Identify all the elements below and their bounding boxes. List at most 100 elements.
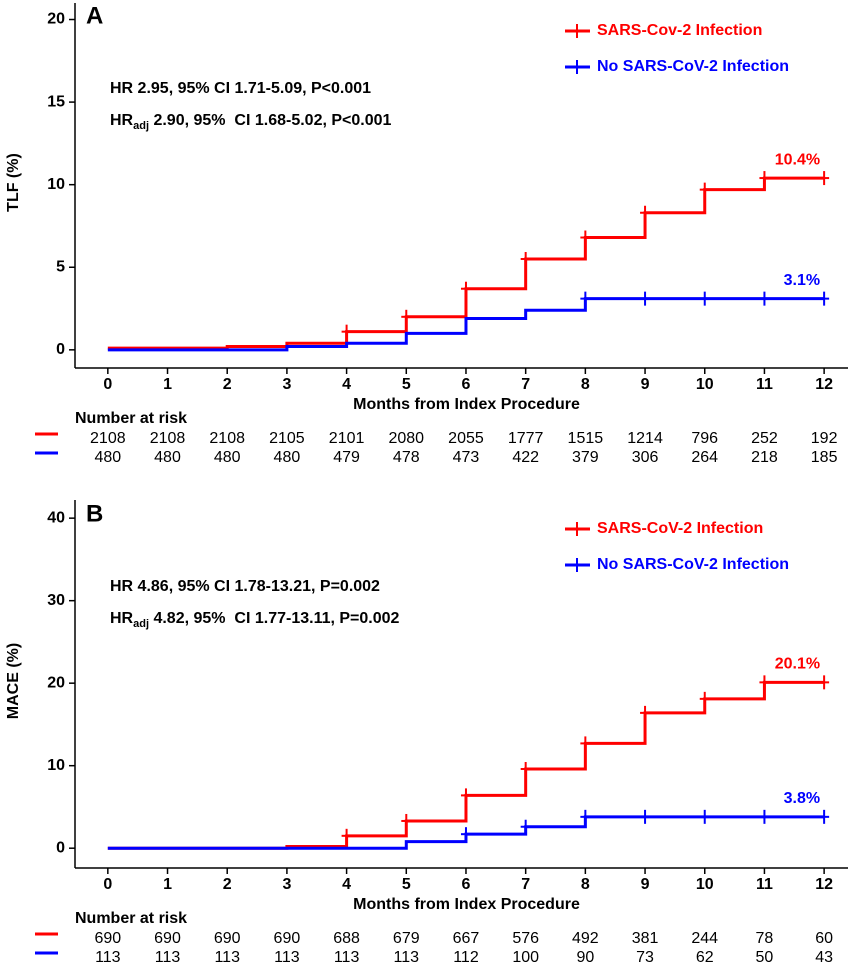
hr-adj-text: HRadj 4.82, 95% CI 1.77-13.11, P=0.002: [110, 610, 400, 630]
x-tick-label: 6: [462, 376, 471, 393]
y-axis-label: MACE (%): [5, 643, 22, 719]
risk-count: 62: [696, 949, 714, 964]
risk-count: 480: [154, 449, 181, 466]
x-tick-label: 2: [223, 876, 232, 893]
risk-count: 1777: [508, 430, 544, 447]
hr-rest: 4.82, 95% CI 1.77-13.11, P=0.002: [149, 610, 400, 627]
risk-count: 264: [691, 449, 718, 466]
x-tick-label: 8: [581, 876, 590, 893]
hr-prefix: HR: [110, 112, 134, 129]
x-tick-label: 8: [581, 376, 590, 393]
risk-count: 796: [691, 430, 718, 447]
km-line: [107, 680, 825, 850]
y-tick-label: 40: [47, 509, 65, 526]
panel-label: B: [86, 500, 103, 527]
hr-rest: 2.90, 95% CI 1.68-5.02, P<0.001: [149, 112, 391, 129]
legend-label: SARS-CoV-2 Infection: [597, 520, 763, 537]
y-tick-label: 30: [47, 592, 65, 609]
x-tick-label: 4: [342, 876, 351, 893]
risk-count: 688: [333, 930, 360, 947]
risk-count: 2108: [150, 430, 186, 447]
x-tick-label: 12: [815, 876, 833, 893]
x-tick-label: 11: [756, 876, 773, 893]
y-tick-label: 10: [47, 757, 65, 774]
risk-count: 690: [274, 930, 301, 947]
risk-count: 2080: [388, 430, 424, 447]
hr-sub: adj: [133, 120, 149, 132]
x-tick-label: 1: [163, 376, 172, 393]
x-tick-label: 3: [282, 376, 291, 393]
hr-adj-text: HRadj 2.90, 95% CI 1.68-5.02, P<0.001: [110, 112, 392, 132]
risk-count: 479: [333, 449, 360, 466]
legend-label: No SARS-CoV-2 Infection: [597, 58, 789, 75]
x-tick-label: 9: [641, 876, 650, 893]
hr-text: HR 4.86, 95% CI 1.78-13.21, P=0.002: [110, 578, 380, 595]
risk-count: 1214: [627, 430, 663, 447]
risk-count: 113: [274, 949, 300, 964]
risk-count: 218: [751, 449, 778, 466]
x-tick-label: 4: [342, 376, 351, 393]
risk-title: Number at risk: [75, 410, 187, 427]
risk-count: 2101: [329, 430, 365, 447]
risk-count: 60: [815, 930, 833, 947]
x-tick-label: 7: [521, 876, 530, 893]
risk-count: 90: [576, 949, 594, 964]
risk-count: 690: [94, 930, 121, 947]
end-label: 3.8%: [784, 790, 820, 807]
risk-count: 422: [512, 449, 539, 466]
y-axis-label: TLF (%): [5, 153, 22, 212]
end-label: 10.4%: [775, 151, 820, 168]
risk-count: 113: [394, 949, 420, 964]
x-tick-label: 5: [402, 876, 411, 893]
x-tick-label: 12: [815, 376, 833, 393]
risk-count: 2055: [448, 430, 484, 447]
risk-count: 73: [636, 949, 654, 964]
x-tick-label: 11: [756, 376, 773, 393]
risk-count: 252: [751, 430, 778, 447]
risk-count: 78: [756, 930, 774, 947]
x-axis-label: Months from Index Procedure: [353, 896, 580, 913]
risk-count: 2108: [90, 430, 126, 447]
x-tick-label: 2: [223, 376, 232, 393]
risk-count: 112: [453, 949, 479, 964]
y-tick-label: 10: [47, 176, 65, 193]
y-tick-label: 0: [56, 839, 65, 856]
risk-count: 1515: [568, 430, 604, 447]
risk-count: 480: [274, 449, 301, 466]
risk-count: 667: [453, 930, 480, 947]
panel-label: A: [86, 2, 103, 29]
legend-label: SARS-Cov-2 Infection: [597, 22, 762, 39]
hr-text: HR 2.95, 95% CI 1.71-5.09, P<0.001: [110, 80, 371, 97]
risk-count: 690: [154, 930, 181, 947]
risk-count: 690: [214, 930, 241, 947]
risk-count: 379: [572, 449, 599, 466]
risk-count: 2108: [209, 430, 245, 447]
x-tick-label: 1: [163, 876, 172, 893]
risk-count: 100: [512, 949, 539, 964]
y-tick-label: 0: [56, 341, 65, 358]
x-tick-label: 0: [103, 376, 112, 393]
end-label: 20.1%: [775, 656, 820, 673]
risk-count: 473: [453, 449, 480, 466]
y-tick-label: 20: [47, 674, 65, 691]
legend-label: No SARS-CoV-2 Infection: [597, 556, 789, 573]
risk-count: 50: [756, 949, 774, 964]
x-tick-label: 6: [462, 876, 471, 893]
x-tick-label: 0: [103, 876, 112, 893]
risk-count: 306: [632, 449, 659, 466]
risk-count: 113: [155, 949, 181, 964]
risk-count: 185: [811, 449, 838, 466]
risk-count: 381: [632, 930, 659, 947]
risk-count: 43: [815, 949, 833, 964]
x-tick-label: 7: [521, 376, 530, 393]
x-axis-label: Months from Index Procedure: [353, 396, 580, 413]
x-tick-label: 5: [402, 376, 411, 393]
y-tick-label: 5: [56, 258, 65, 275]
y-tick-label: 20: [47, 11, 65, 28]
hr-sub: adj: [133, 618, 149, 630]
risk-count: 576: [512, 930, 539, 947]
risk-count: 480: [94, 449, 121, 466]
risk-count: 2105: [269, 430, 305, 447]
risk-title: Number at risk: [75, 910, 187, 927]
